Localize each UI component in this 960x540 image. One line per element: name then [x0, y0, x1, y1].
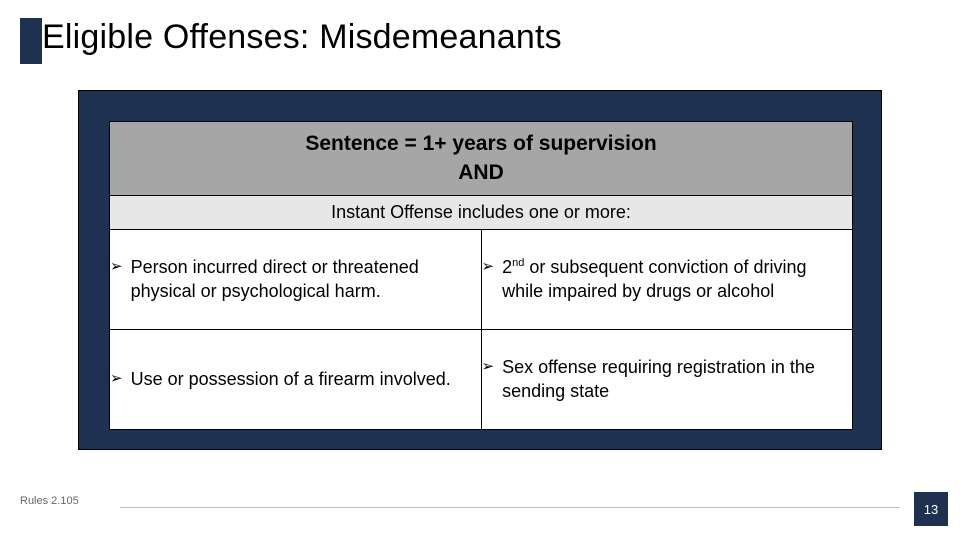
table-subheader-row: Instant Offense includes one or more: [110, 196, 853, 230]
bullet-arrow-icon: ➢ [482, 356, 495, 378]
table-subheader-cell: Instant Offense includes one or more: [110, 196, 853, 230]
offense-table: Sentence = 1+ years of supervision AND I… [109, 121, 853, 430]
ordinal-rest: or subsequent conviction of driving whil… [502, 257, 806, 300]
footer-rule-reference: Rules 2.105 [20, 495, 79, 507]
ordinal-prefix: 2 [502, 257, 512, 277]
cell-r2c1: ➢ Use or possession of a firearm involve… [110, 330, 482, 430]
header-line-1: Sentence = 1+ years of supervision [305, 132, 656, 155]
title-accent-bar [20, 18, 42, 64]
cell-r1c1: ➢ Person incurred direct or threatened p… [110, 230, 482, 330]
bullet-arrow-icon: ➢ [482, 256, 495, 278]
ordinal-superscript: nd [512, 257, 524, 269]
table-row: ➢ Person incurred direct or threatened p… [110, 230, 853, 330]
cell-r1c2: ➢ 2nd or subsequent conviction of drivin… [481, 230, 853, 330]
bullet-item: ➢ Use or possession of a firearm involve… [110, 368, 481, 391]
table-header-row: Sentence = 1+ years of supervision AND [110, 122, 853, 196]
table-header-cell: Sentence = 1+ years of supervision AND [110, 122, 853, 196]
cell-text: Sex offense requiring registration in th… [502, 356, 852, 402]
table-row: ➢ Use or possession of a firearm involve… [110, 330, 853, 430]
cell-text: 2nd or subsequent conviction of driving … [502, 256, 852, 302]
slide: Eligible Offenses: Misdemeanants Sentenc… [0, 0, 960, 540]
page-number-badge: 13 [914, 492, 948, 526]
bullet-arrow-icon: ➢ [110, 256, 123, 278]
slide-title: Eligible Offenses: Misdemeanants [42, 18, 562, 57]
bullet-item: ➢ Person incurred direct or threatened p… [110, 256, 481, 302]
bullet-item: ➢ 2nd or subsequent conviction of drivin… [482, 256, 853, 302]
cell-text: Use or possession of a firearm involved. [131, 368, 481, 391]
cell-r2c2: ➢ Sex offense requiring registration in … [481, 330, 853, 430]
cell-text: Person incurred direct or threatened phy… [131, 256, 481, 302]
bullet-arrow-icon: ➢ [110, 368, 123, 390]
bullet-item: ➢ Sex offense requiring registration in … [482, 356, 853, 402]
content-panel: Sentence = 1+ years of supervision AND I… [78, 90, 882, 450]
header-line-2: AND [458, 161, 504, 184]
footer-divider [120, 507, 900, 508]
